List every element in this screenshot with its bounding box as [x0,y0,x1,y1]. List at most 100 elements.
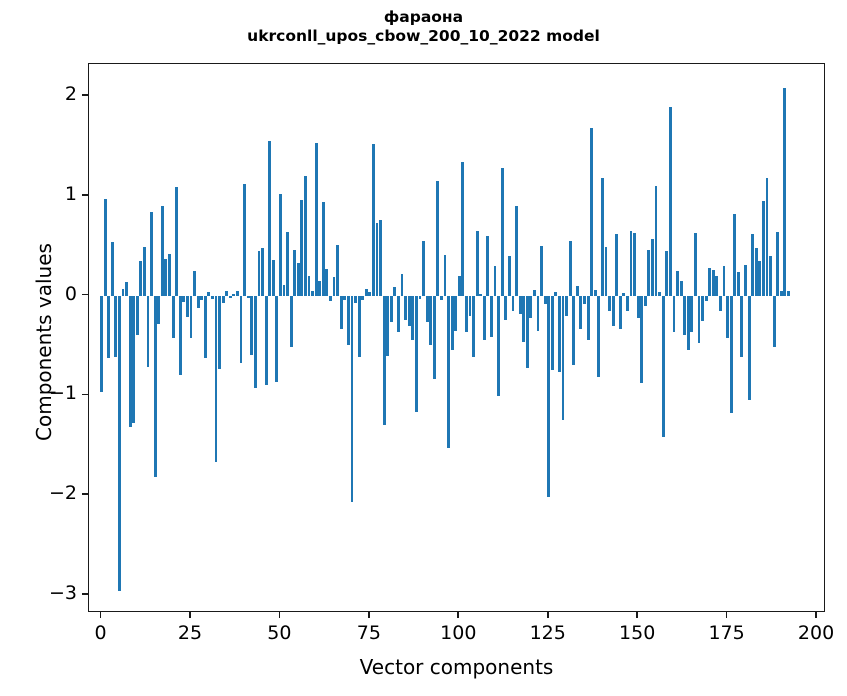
bar [207,291,211,296]
bar [371,143,375,296]
bar [518,295,522,314]
bar [250,295,254,356]
bar [586,295,590,341]
bar [236,290,239,296]
bar [608,295,611,311]
x-tick-mark [457,612,460,618]
bar [661,295,665,438]
y-tick-mark [82,593,88,595]
bar-series [89,64,824,611]
bar [175,186,179,296]
bar [751,233,755,296]
bar [761,200,765,296]
bar [146,295,150,368]
bar [704,295,708,301]
bar [307,275,311,296]
bar [636,295,640,318]
bar [110,241,114,296]
bar [232,293,236,296]
bar [579,295,583,329]
bar [200,295,204,300]
bar [747,295,751,401]
bar [486,235,490,296]
bar [196,295,200,308]
bar [536,295,540,331]
y-tick-label: 2 [64,82,77,105]
bar [429,295,433,346]
bar [465,295,468,332]
bar [329,295,332,301]
bar [246,295,250,298]
bar [679,280,683,296]
x-tick-mark [368,612,370,618]
bar [593,289,597,296]
bar [422,240,425,296]
bar [454,295,458,331]
bar [261,247,264,296]
plot-axes [88,63,825,612]
bar [264,295,268,386]
bar [304,175,307,296]
bar [493,265,497,296]
x-tick-mark [636,612,638,618]
bar [171,295,175,338]
bar [293,249,297,296]
x-tick-label: 200 [797,622,835,644]
x-tick-mark [99,612,102,618]
bar [311,290,315,296]
bar [600,177,604,296]
bar [772,295,776,348]
bar [719,295,722,311]
bar [561,295,565,421]
bar [787,290,790,296]
bar [414,295,418,413]
bar [472,295,476,358]
x-tick-mark [278,612,281,618]
bar [575,285,579,296]
bar [665,250,669,296]
bar [404,295,408,320]
y-tick-label: 1 [64,182,77,205]
bar [354,295,357,303]
bar [221,295,225,303]
x-tick-label: 75 [356,622,381,644]
bar [597,295,601,378]
bar [565,295,569,316]
bar [554,291,558,296]
bar [590,127,594,296]
bar [604,246,608,296]
bar [257,250,261,296]
chart-title-line-1: фараона [383,8,464,26]
bar [432,295,436,380]
bar [364,288,368,296]
bar [135,295,139,335]
bar [611,295,615,326]
bar [776,231,780,296]
bar [672,295,676,332]
y-tick-mark [82,393,88,396]
bar [450,295,454,351]
bar [525,295,529,369]
bar [711,269,715,296]
y-tick-label: −3 [48,582,77,605]
bar [121,288,125,296]
bar [189,295,193,339]
bar [522,295,526,343]
bar [468,295,472,316]
bar [386,295,390,357]
bar [289,295,293,348]
chart-title: фараона ukrconll_upos_cbow_200_10_2022 m… [0,8,847,46]
x-tick-mark [815,612,817,618]
bar [139,260,143,296]
bar [143,246,146,296]
x-tick-mark [725,612,728,618]
x-tick-mark [189,612,191,618]
bar [633,232,637,296]
bar [203,295,207,359]
bar [339,295,343,329]
bar [668,106,672,296]
bar [350,295,354,503]
bar [439,295,443,300]
bar [504,295,508,320]
